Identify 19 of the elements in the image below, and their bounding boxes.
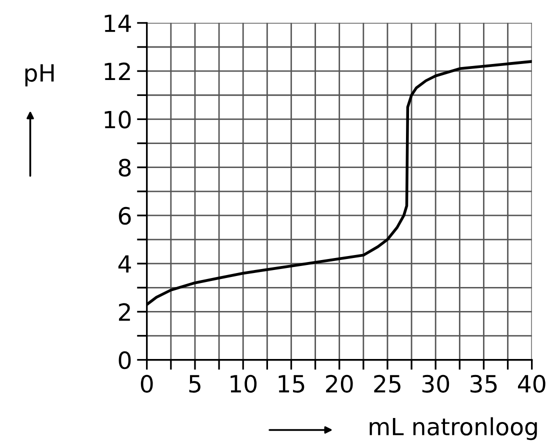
x-tick-label: 20 — [326, 374, 353, 393]
y-tick-label: 4 — [118, 255, 131, 273]
x-tick-label: 30 — [422, 374, 450, 393]
y-tick-label: 0 — [118, 351, 131, 370]
y-tick-label: 14 — [104, 14, 131, 32]
y-tick-label: 10 — [104, 110, 131, 128]
y-tick-label: 2 — [118, 303, 130, 321]
x-tick-label: 5 — [189, 375, 200, 393]
x-tick-label: 25 — [374, 374, 400, 393]
x-tick-label: 0 — [140, 374, 153, 393]
x-tick-label: 40 — [518, 374, 546, 393]
x-axis-title: mL natronloog — [370, 417, 537, 440]
y-tick-label: 6 — [118, 206, 131, 225]
y-tick-label: 8 — [118, 158, 131, 177]
x-tick-label: 15 — [278, 375, 304, 393]
y-tick-label: 12 — [104, 62, 130, 80]
y-axis-title: pH — [25, 64, 54, 86]
x-tick-label: 35 — [470, 374, 497, 393]
x-tick-label: 10 — [230, 374, 257, 393]
